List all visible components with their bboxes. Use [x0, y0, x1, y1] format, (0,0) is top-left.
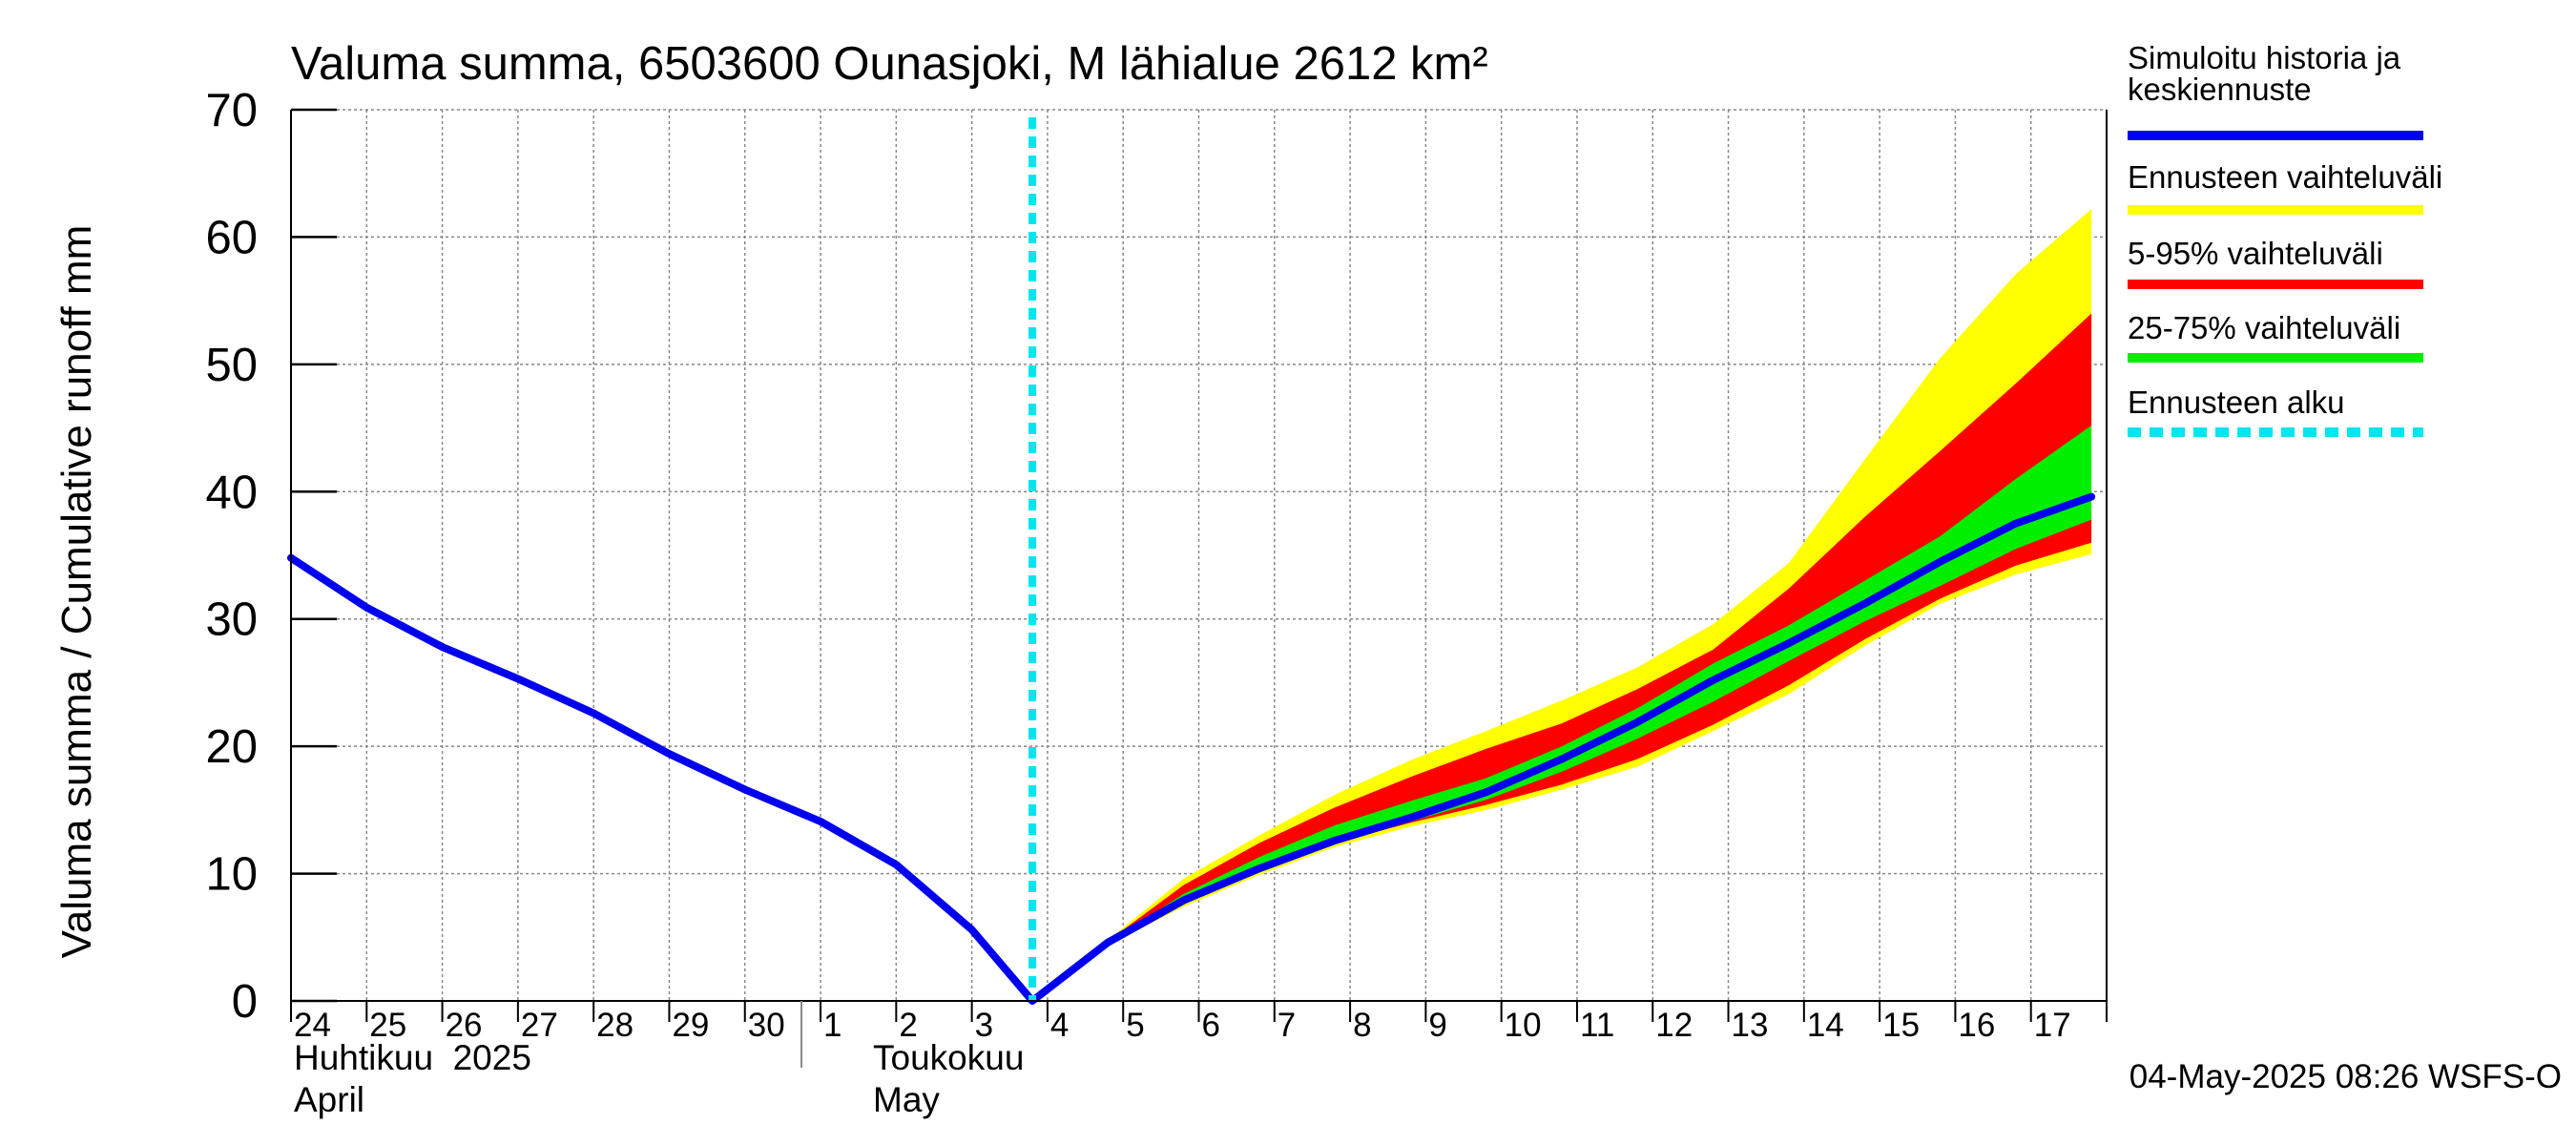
x-tick-label: 5: [1126, 1007, 1144, 1044]
timestamp: 04-May-2025 08:26 WSFS-O: [2129, 1058, 2562, 1095]
axes: [290, 108, 2108, 1068]
x-tick-label: 9: [1428, 1007, 1446, 1044]
chart-title: Valuma summa, 6503600 Ounasjoki, M lähia…: [291, 38, 1488, 90]
x-tick-label: 16: [1958, 1007, 1995, 1044]
x-tick-label: 10: [1505, 1007, 1542, 1044]
x-tick-label: 15: [1882, 1007, 1920, 1044]
x-tick-label: 8: [1353, 1007, 1371, 1044]
x-tick-label: 13: [1732, 1007, 1769, 1044]
x-tick-label: 7: [1278, 1007, 1296, 1044]
x-tick-label: 3: [975, 1007, 993, 1044]
x-tick-label: 29: [672, 1007, 709, 1044]
month-label-en: April: [294, 1080, 364, 1119]
y-tick-label: 60: [205, 212, 258, 263]
x-tick-label: 25: [369, 1007, 406, 1044]
band-5-95-range: [1032, 313, 2092, 1001]
month-label-fi: Toukokuu: [873, 1038, 1024, 1077]
x-tick-label: 1: [823, 1007, 841, 1044]
x-tick-label: 14: [1807, 1007, 1844, 1044]
x-tick-label: 17: [2034, 1007, 2071, 1044]
y-tick-label: 20: [205, 721, 258, 773]
series-lines: [287, 492, 2096, 1005]
legend-item: 5-95% vaihteluväli: [2128, 236, 2423, 289]
x-tick-label: 27: [521, 1007, 558, 1044]
x-tick-label: 6: [1202, 1007, 1220, 1044]
legend-item: 25-75% vaihteluväli: [2128, 310, 2423, 363]
legend-label-cont: keskiennuste: [2128, 72, 2312, 107]
month-label-en: May: [873, 1080, 940, 1119]
legend-item: Ennusteen vaihteluväli: [2128, 159, 2442, 215]
series-line-mean: [287, 492, 2096, 1005]
x-tick-label: 30: [748, 1007, 785, 1044]
y-axis-labels: 0 10 20 30 40 50 60 70: [205, 85, 258, 1028]
y-tick-label: 10: [205, 849, 258, 901]
x-tick-label: 24: [294, 1007, 331, 1044]
y-tick-label: 0: [232, 976, 258, 1028]
x-tick-label: 12: [1655, 1007, 1693, 1044]
legend-label: Ennusteen alku: [2128, 385, 2345, 420]
y-tick-label: 70: [205, 85, 258, 136]
legend-label: Simuloitu historia ja: [2128, 40, 2401, 75]
legend-label: 5-95% vaihteluväli: [2128, 236, 2383, 271]
x-axis-labels: 24 25 26 27 28 29 30 1 2 3 4 5 6 7 8 9 10 11 12 13 14 15 16 17H…: [294, 1007, 2071, 1119]
x-tick-label: 2: [899, 1007, 917, 1044]
legend-label: Ennusteen vaihteluväli: [2128, 159, 2442, 195]
month-label-fi: Huhtikuu 2025: [294, 1038, 531, 1077]
x-tick-label: 4: [1050, 1007, 1069, 1044]
y-tick-label: 50: [205, 340, 258, 391]
x-tick-label: 28: [596, 1007, 634, 1044]
legend-label: 25-75% vaihteluväli: [2128, 310, 2400, 345]
x-tick-label: 11: [1580, 1007, 1614, 1044]
legend-item: Ennusteen alku: [2128, 385, 2423, 437]
y-tick-label: 40: [205, 467, 258, 518]
y-tick-label: 30: [205, 594, 258, 646]
x-tick-label: 26: [446, 1007, 483, 1044]
y-axis-title: Valuma summa / Cumulative runoff mm: [53, 225, 100, 959]
